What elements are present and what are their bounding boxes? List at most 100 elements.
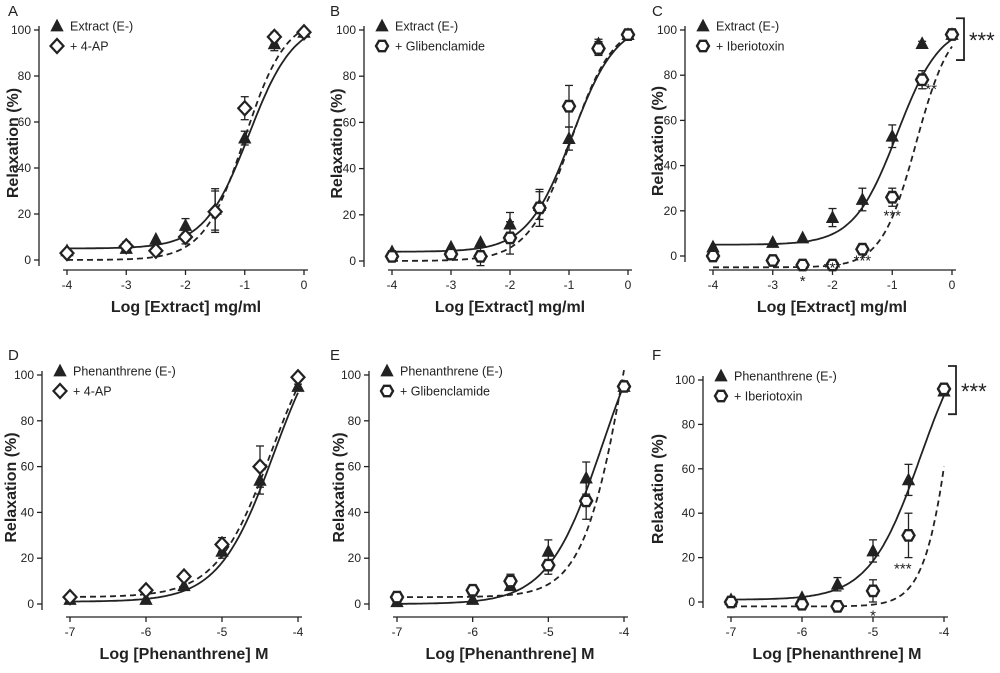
legend-marker-series-1	[50, 18, 64, 32]
y-tick-label: 100	[675, 373, 695, 387]
data-point-series-1	[901, 472, 916, 486]
y-tick-label: 80	[343, 69, 357, 83]
y-tick-label: 40	[21, 505, 35, 519]
data-point-series-2	[266, 28, 283, 46]
data-point-series-2	[723, 595, 739, 609]
data-point-series-2	[384, 249, 400, 263]
x-tick-label: 0	[625, 278, 632, 292]
x-tick-label: -4	[619, 625, 630, 639]
x-axis-title: Log [Phenanthrene] M	[426, 646, 595, 663]
data-point-series-2	[795, 258, 810, 272]
y-tick-label: 0	[349, 254, 356, 268]
x-tick-label: -4	[387, 278, 398, 292]
panel-c: C 0 20 40 60 80 100 -4 -3 -2 -1 0 Relaxation (%) Log …	[650, 3, 995, 316]
data-point-series-2	[289, 368, 307, 386]
significance-label: *	[800, 273, 806, 290]
y-tick-label: 60	[664, 113, 678, 127]
legend-label: + Glibenclamide	[395, 40, 485, 54]
data-point-series-1	[795, 230, 810, 244]
y-tick-label: 20	[343, 208, 357, 222]
x-tick-label: -1	[564, 278, 575, 292]
y-tick-label: 80	[348, 414, 362, 428]
data-point-series-1	[866, 543, 880, 557]
data-point-series-2	[620, 28, 636, 41]
data-point-series-2	[443, 247, 459, 261]
data-point-series-1	[855, 192, 870, 205]
legend-label: + Iberiotoxin	[734, 390, 802, 404]
data-point-series-2	[561, 99, 577, 113]
y-tick-label: 0	[354, 597, 361, 611]
y-tick-label: 60	[18, 115, 32, 129]
panel-letter: D	[8, 347, 19, 364]
data-point-series-2	[213, 535, 231, 554]
legend-label: Extract (E-)	[395, 20, 458, 34]
y-tick-label: 100	[341, 368, 361, 382]
x-tick-label: -6	[141, 625, 152, 639]
panel-letter: F	[652, 347, 661, 364]
legend-marker-series-2	[695, 39, 711, 53]
x-axis-title: Log [Extract] mg/ml	[111, 299, 261, 316]
x-tick-label: -3	[121, 278, 132, 292]
data-point-series-2	[295, 23, 313, 41]
significance-bracket	[948, 365, 957, 416]
significance-label: ***	[824, 259, 842, 276]
data-point-series-2	[944, 28, 960, 41]
panel-letter: E	[330, 347, 340, 364]
x-tick-label: -2	[180, 278, 191, 292]
data-point-series-2	[616, 380, 632, 393]
data-point-series-2	[825, 258, 840, 272]
data-point-series-2	[251, 457, 269, 476]
data-point-series-2	[465, 583, 481, 597]
x-axis-title: Log [Phenanthrene] M	[100, 646, 269, 663]
significance-bracket	[956, 17, 965, 61]
y-axis-title: Relaxation (%)	[5, 88, 22, 198]
y-tick-label: 40	[348, 505, 362, 519]
x-tick-label: -4	[62, 278, 73, 292]
data-point-series-1	[766, 235, 780, 248]
data-point-series-2	[830, 600, 845, 613]
significance-label: ***	[883, 207, 901, 224]
legend-marker-series-2	[713, 389, 729, 403]
legend-label: + 4-AP	[70, 40, 109, 54]
x-tick-label: -4	[939, 625, 950, 639]
y-tick-label: 40	[343, 162, 357, 176]
x-tick-label: -2	[827, 278, 838, 292]
data-point-series-2	[705, 249, 721, 263]
y-tick-label: 0	[670, 249, 677, 263]
y-tick-label: 60	[21, 460, 35, 474]
x-tick-label: -7	[726, 625, 737, 639]
y-tick-label: 0	[27, 597, 34, 611]
significance-label: ***	[894, 561, 912, 578]
fit-curve-series-1	[67, 37, 305, 250]
panel-a: A 0 20 40 60 80 100 -4 -3 -2 -1 0 Relaxation (%) Log …	[5, 3, 313, 316]
y-tick-label: 80	[18, 69, 32, 83]
panel-f: F 0 20 40 60 80 100 -7 -6 -5 -4 Relaxation (%) Log […	[650, 347, 987, 663]
x-tick-label: -1	[887, 278, 898, 292]
legend-label: + Iberiotoxin	[716, 40, 784, 54]
bracket-significance-label: ***	[969, 28, 995, 53]
y-tick-label: 40	[664, 159, 678, 173]
y-tick-label: 20	[18, 207, 32, 221]
legend-label: + 4-AP	[73, 385, 112, 399]
fit-curve-series-2	[731, 466, 945, 608]
legend-label: Extract (E-)	[716, 20, 779, 34]
x-tick-label: -4	[708, 278, 719, 292]
data-point-series-2	[147, 242, 164, 260]
x-tick-label: -7	[392, 625, 403, 639]
legend-marker-series-1	[696, 18, 710, 32]
legend-marker-series-2	[379, 384, 395, 398]
fit-curve-series-2	[70, 386, 299, 598]
data-point-series-2	[901, 529, 916, 542]
y-tick-label: 80	[21, 414, 35, 428]
panel-b: B 0 20 40 60 80 100 -4 -3 -2 -1 0 Relaxation (%) Log …	[329, 3, 636, 316]
y-axis-title: Relaxation (%)	[3, 432, 20, 542]
panel-letter: B	[330, 3, 340, 20]
y-tick-label: 0	[24, 253, 31, 267]
fit-curve-series-1	[713, 38, 953, 246]
data-point-series-2	[118, 237, 135, 255]
y-tick-label: 100	[336, 23, 356, 37]
data-point-series-2	[236, 99, 253, 117]
y-tick-label: 40	[18, 161, 32, 175]
x-tick-label: -1	[239, 278, 250, 292]
data-point-series-2	[540, 558, 556, 572]
